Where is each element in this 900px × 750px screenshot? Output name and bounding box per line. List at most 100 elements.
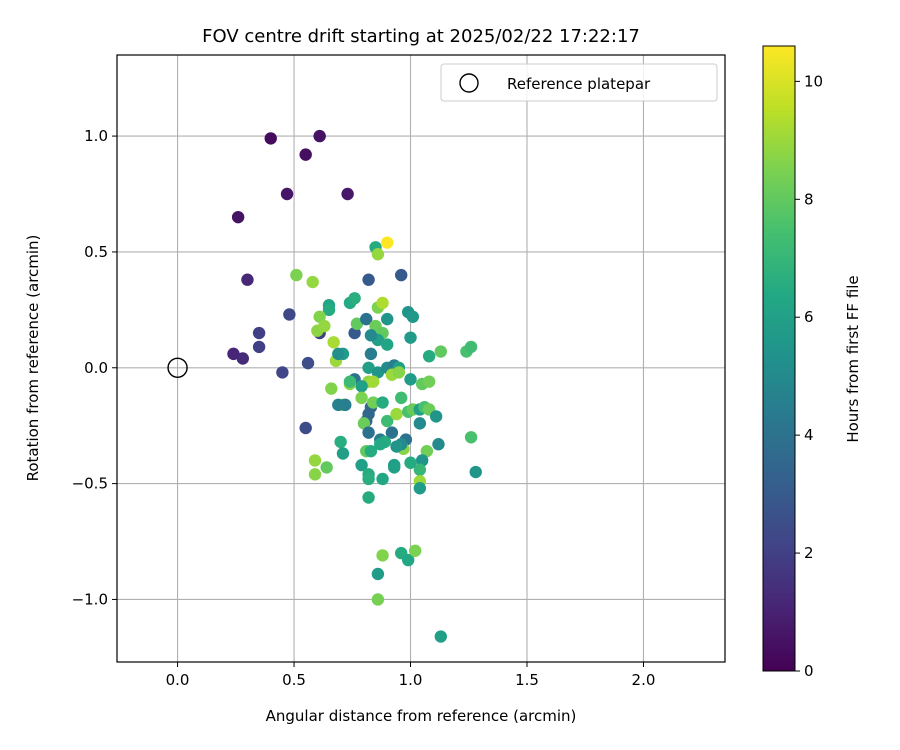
scatter-point bbox=[371, 366, 385, 379]
scatter-point bbox=[362, 491, 375, 504]
colorbar-tick-label: 0 bbox=[804, 662, 814, 680]
scatter-point bbox=[348, 292, 361, 305]
scatter-point bbox=[227, 347, 240, 361]
scatter-point bbox=[434, 630, 448, 643]
scatter-point bbox=[367, 375, 380, 388]
y-tick-label: 0.5 bbox=[84, 243, 108, 261]
scatter-point bbox=[313, 129, 326, 143]
scatter-point bbox=[404, 373, 417, 386]
scatter-point bbox=[320, 461, 333, 474]
scatter-point bbox=[413, 482, 427, 495]
scatter-point bbox=[283, 308, 296, 321]
scatter-point bbox=[376, 549, 389, 562]
scatter-point bbox=[362, 426, 375, 439]
scatter-point bbox=[355, 458, 368, 472]
scatter-point bbox=[343, 375, 357, 388]
x-tick-label: 1.0 bbox=[399, 671, 423, 689]
grid-lines bbox=[117, 55, 725, 662]
scatter-point bbox=[469, 465, 482, 479]
scatter-point bbox=[241, 273, 254, 286]
scatter-point bbox=[290, 268, 303, 282]
x-tick-label: 0.5 bbox=[282, 671, 306, 689]
scatter-point bbox=[404, 456, 417, 469]
scatter-point bbox=[422, 349, 436, 363]
scatter-point bbox=[362, 273, 375, 286]
scatter-point bbox=[332, 347, 345, 361]
scatter-point bbox=[371, 593, 385, 606]
y-tick-label: −1.0 bbox=[72, 590, 108, 608]
scatter-point bbox=[341, 187, 354, 201]
scatter-point bbox=[420, 444, 434, 458]
scatter-point bbox=[376, 472, 389, 486]
scatter-point bbox=[394, 391, 408, 405]
scatter-point bbox=[318, 319, 331, 333]
scatter-point bbox=[413, 417, 427, 430]
scatter-point bbox=[464, 340, 478, 354]
y-axis-ticks: −1.0 −0.5 0.0 0.5 1.0 bbox=[72, 127, 117, 608]
scatter-point bbox=[327, 336, 340, 349]
scatter-point bbox=[394, 268, 408, 282]
scatter-point bbox=[355, 380, 368, 393]
scatter-point bbox=[252, 340, 266, 354]
scatter-point bbox=[357, 417, 371, 430]
reference-point bbox=[167, 357, 188, 378]
scatter-point bbox=[322, 303, 336, 317]
scatter-point bbox=[264, 132, 277, 145]
scatter-point bbox=[376, 296, 389, 310]
scatter-point bbox=[252, 326, 266, 340]
scatter-point bbox=[348, 326, 361, 340]
y-axis-label: Rotation from reference (arcmin) bbox=[24, 235, 42, 482]
scatter-point bbox=[364, 444, 378, 458]
legend-box bbox=[440, 63, 718, 102]
scatter-point bbox=[413, 463, 427, 476]
scatter-point bbox=[408, 544, 422, 557]
legend: Reference platepar bbox=[440, 63, 718, 102]
colorbar-tick-label: 6 bbox=[804, 308, 814, 326]
scatter-point bbox=[364, 329, 378, 342]
scatter-point bbox=[371, 567, 385, 581]
scatter-point bbox=[404, 331, 417, 344]
x-axis-ticks: 0.0 0.5 1.0 1.5 2.0 bbox=[166, 662, 656, 689]
colorbar-ticks: 0 2 4 6 8 10 bbox=[795, 72, 823, 680]
y-tick-label: −0.5 bbox=[72, 475, 108, 493]
scatter-point bbox=[362, 472, 375, 486]
scatter-point bbox=[388, 461, 401, 474]
legend-reference-marker bbox=[459, 73, 479, 93]
reference-marker bbox=[167, 357, 188, 378]
y-tick-label: 1.0 bbox=[84, 127, 108, 145]
scatter-point bbox=[336, 447, 350, 460]
scatter-point bbox=[374, 438, 387, 451]
scatter-point bbox=[360, 312, 373, 326]
scatter-point bbox=[464, 431, 478, 444]
scatter-point bbox=[429, 410, 443, 423]
scatter-point bbox=[381, 414, 394, 428]
scatter-point bbox=[432, 438, 445, 451]
scatter-point bbox=[376, 396, 389, 409]
colorbar-tick-label: 10 bbox=[804, 72, 823, 90]
scatter-point bbox=[299, 148, 312, 161]
plot-area bbox=[116, 54, 726, 663]
legend-entry-reference: Reference platepar bbox=[507, 75, 651, 93]
scatter-point bbox=[406, 310, 420, 323]
x-tick-label: 2.0 bbox=[632, 671, 656, 689]
colorbar-gradient bbox=[762, 45, 796, 672]
scatter-points bbox=[227, 129, 482, 643]
scatter-point bbox=[392, 366, 406, 379]
scatter-point bbox=[401, 553, 415, 567]
x-tick-label: 1.5 bbox=[515, 671, 539, 689]
x-axis-label: Angular distance from reference (arcmin) bbox=[266, 707, 577, 725]
scatter-point bbox=[280, 187, 294, 201]
scatter-point bbox=[308, 454, 322, 467]
scatter-point bbox=[350, 317, 364, 330]
scatter-point bbox=[301, 356, 315, 370]
colorbar-tick-label: 8 bbox=[804, 190, 814, 208]
scatter-point bbox=[299, 421, 312, 435]
scatter-point bbox=[422, 375, 436, 388]
scatter-point bbox=[355, 391, 368, 405]
x-tick-label: 0.0 bbox=[166, 671, 190, 689]
scatter-point bbox=[308, 468, 322, 481]
y-tick-label: 0.0 bbox=[84, 359, 108, 377]
scatter-point bbox=[415, 454, 429, 467]
colorbar: 0 2 4 6 8 10 Hours from first FF file bbox=[762, 45, 862, 680]
scatter-point bbox=[332, 398, 345, 412]
